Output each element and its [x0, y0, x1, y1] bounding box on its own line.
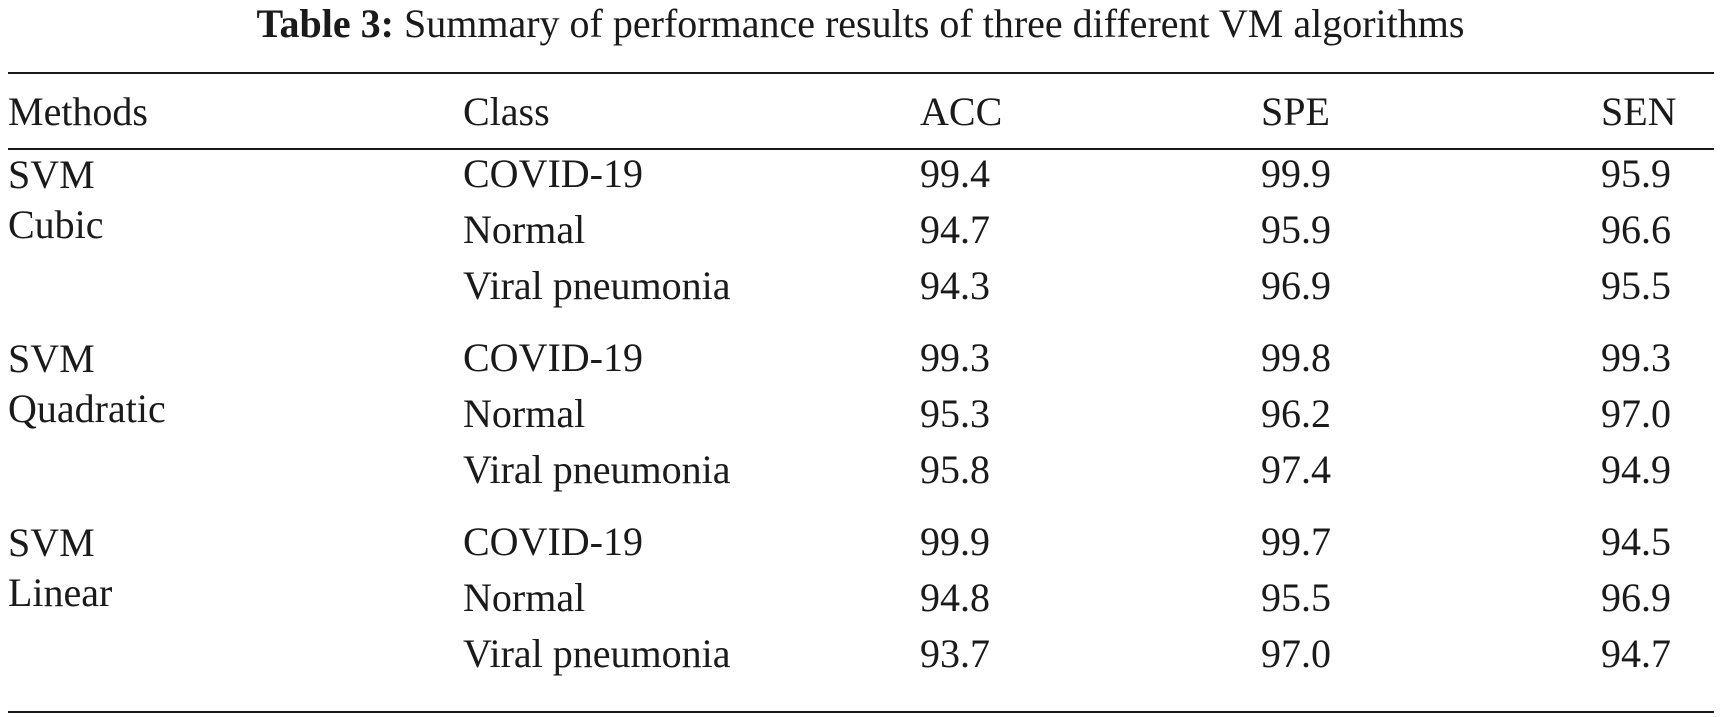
- class-cell: COVID-19: [463, 519, 643, 564]
- class-cell: Viral pneumonia: [463, 631, 731, 676]
- method-name-line2: Cubic: [8, 202, 104, 247]
- class-cell: Viral pneumonia: [463, 263, 731, 308]
- sen-cell: 95.9: [1601, 151, 1671, 196]
- method-name-line2: Quadratic: [8, 386, 166, 431]
- class-cell: COVID-19: [463, 335, 643, 380]
- table-header-rule: [8, 148, 1714, 150]
- sen-cell: 94.5: [1601, 519, 1671, 564]
- acc-cell: 94.8: [920, 575, 990, 620]
- table-top-rule: [8, 72, 1714, 74]
- spe-cell: 99.9: [1261, 151, 1331, 196]
- method-svm-quadratic: SVM Quadratic: [8, 334, 166, 434]
- method-name-line1: SVM: [8, 520, 95, 565]
- method-name-line1: SVM: [8, 152, 95, 197]
- spe-cell: 96.2: [1261, 391, 1331, 436]
- spe-cell: 95.5: [1261, 575, 1331, 620]
- acc-cell: 95.3: [920, 391, 990, 436]
- class-cell: Normal: [463, 391, 586, 436]
- sen-cell: 96.6: [1601, 207, 1671, 252]
- method-name-line1: SVM: [8, 336, 95, 381]
- acc-cell: 99.4: [920, 151, 990, 196]
- spe-cell: 96.9: [1261, 263, 1331, 308]
- header-spe: SPE: [1261, 89, 1330, 134]
- table-caption-label: Table 3:: [256, 1, 394, 46]
- acc-cell: 94.3: [920, 263, 990, 308]
- header-acc: ACC: [920, 89, 1003, 134]
- method-svm-linear: SVM Linear: [8, 518, 112, 618]
- header-class: Class: [463, 89, 550, 134]
- acc-cell: 99.3: [920, 335, 990, 380]
- sen-cell: 96.9: [1601, 575, 1671, 620]
- acc-cell: 99.9: [920, 519, 990, 564]
- header-methods: Methods: [8, 89, 148, 134]
- sen-cell: 97.0: [1601, 391, 1671, 436]
- spe-cell: 95.9: [1261, 207, 1331, 252]
- table-caption: Table 3: Summary of performance results …: [0, 0, 1721, 56]
- sen-cell: 94.9: [1601, 447, 1671, 492]
- sen-cell: 99.3: [1601, 335, 1671, 380]
- acc-cell: 93.7: [920, 631, 990, 676]
- spe-cell: 99.8: [1261, 335, 1331, 380]
- spe-cell: 97.0: [1261, 631, 1331, 676]
- method-name-line2: Linear: [8, 570, 113, 615]
- method-svm-cubic: SVM Cubic: [8, 150, 104, 250]
- spe-cell: 99.7: [1261, 519, 1331, 564]
- class-cell: COVID-19: [463, 151, 643, 196]
- sen-cell: 94.7: [1601, 631, 1671, 676]
- header-sen: SEN: [1601, 89, 1677, 134]
- class-cell: Normal: [463, 575, 586, 620]
- table-caption-text: Summary of performance results of three …: [404, 1, 1465, 46]
- class-cell: Viral pneumonia: [463, 447, 731, 492]
- acc-cell: 95.8: [920, 447, 990, 492]
- table-bottom-rule: [8, 711, 1714, 713]
- sen-cell: 95.5: [1601, 263, 1671, 308]
- spe-cell: 97.4: [1261, 447, 1331, 492]
- class-cell: Normal: [463, 207, 586, 252]
- acc-cell: 94.7: [920, 207, 990, 252]
